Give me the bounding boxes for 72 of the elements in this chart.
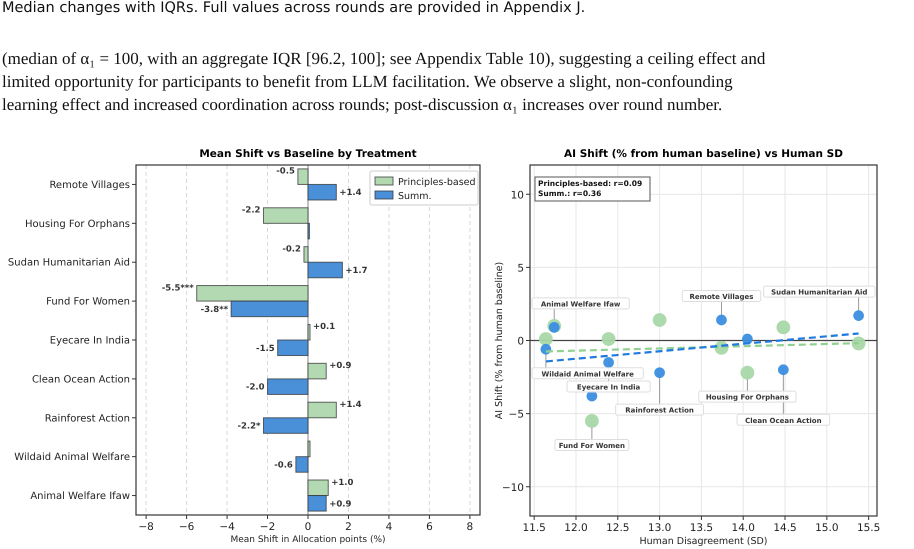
x-tick-label: 12.0 <box>564 522 588 534</box>
data-label: +1.7 <box>345 266 368 276</box>
data-label: -2.2* <box>237 422 262 432</box>
x-tick-label: 11.5 <box>522 522 546 534</box>
y-tick-label: −5 <box>508 408 524 421</box>
data-label: -0.5 <box>276 166 295 177</box>
point <box>853 310 864 321</box>
y-tick-label: −10 <box>502 482 524 494</box>
y-tick-label: 5 <box>517 262 524 274</box>
x-tick-label: 13.5 <box>690 522 714 534</box>
chart-title: Mean Shift vs Baseline by Treatment <box>199 148 417 160</box>
point <box>602 332 616 346</box>
x-tick-label: −2 <box>260 521 276 533</box>
x-tick-label: 2 <box>345 521 352 533</box>
y-tick-label: 0 <box>517 336 524 348</box>
data-label: +0.9 <box>329 361 352 372</box>
point <box>548 322 560 333</box>
point <box>716 314 727 326</box>
y-tick-label: Housing For Orphans <box>25 218 130 230</box>
chart-title: AI Shift (% from human baseline) vs Human SD <box>564 148 844 160</box>
point <box>852 336 866 350</box>
y-tick-label: Eyecare In India <box>50 336 130 346</box>
x-tick-label: 13.0 <box>648 522 672 534</box>
legend-label: Summ. <box>398 191 432 202</box>
x-axis-title: Mean Shift in Allocation points (%) <box>230 535 386 545</box>
y-tick-label: Rainforest Action <box>44 413 130 424</box>
data-label: +1.0 <box>331 478 354 488</box>
data-label: -1.5 <box>256 344 275 354</box>
x-tick-label: −6 <box>178 521 195 533</box>
data-label: -0.2 <box>282 244 302 254</box>
y-tick-label: Clean Ocean Action <box>32 374 130 386</box>
y-tick-label: Fund For Women <box>46 296 130 308</box>
point <box>654 367 665 378</box>
y-axis-title: AI Shift (% from human baseline) <box>494 262 505 420</box>
x-tick-label: 14.5 <box>773 522 797 534</box>
point <box>776 320 790 334</box>
text: learning effect and increased coordination across rounds; post-discussion α₁ increases over round number. <box>2 95 722 114</box>
data-label: -2.0 <box>246 382 265 393</box>
text: limited opportunity for participants to benefit from LLM facilitation. We observe a slight, non-confounding <box>2 72 734 91</box>
data-label: -0.6 <box>274 460 293 470</box>
point <box>603 357 614 368</box>
y-tick-label: 10 <box>510 189 524 202</box>
x-tick-label: −4 <box>219 521 236 533</box>
data-label: +1.4 <box>339 400 362 410</box>
point <box>652 313 667 327</box>
point <box>778 364 789 376</box>
y-tick-label: Sudan Humanitarian Aid <box>8 258 130 269</box>
legend-label: Principles-based <box>398 177 476 188</box>
x-tick-label: 14.0 <box>732 522 755 534</box>
x-tick-label: 8 <box>466 521 474 533</box>
point <box>740 366 754 380</box>
x-tick-label: 6 <box>426 521 434 533</box>
x-tick-label: 15.0 <box>815 522 839 534</box>
x-tick-label: 4 <box>386 521 393 533</box>
data-label: -3.8** <box>200 304 229 315</box>
data-label: +0.9 <box>329 499 352 510</box>
data-label: -5.5*** <box>162 283 194 294</box>
y-tick-label: Animal Welfare Ifaw <box>30 491 130 502</box>
point <box>538 332 553 346</box>
text: (median of α₁ = 100, with an aggregate IQR [96.2, 100]; see Appendix Table 10), suggesting a ceiling effect and <box>2 49 766 68</box>
data-label: +0.1 <box>313 322 336 332</box>
x-tick-label: 15.5 <box>856 522 880 534</box>
y-tick-label: Wildaid Animal Welfare <box>14 452 130 464</box>
point <box>584 414 599 428</box>
x-tick-label: 12.5 <box>606 522 630 534</box>
x-tick-label: 0 <box>304 521 312 533</box>
data-label: -2.2 <box>242 206 261 216</box>
data-label: +1.4 <box>339 188 362 198</box>
text: Median changes with IQRs. Full values across rounds are provided in Appendix J. <box>2 0 586 16</box>
x-axis-title: Human Disagreement (SD) <box>639 536 768 547</box>
y-tick-label: Remote Villages <box>49 180 130 191</box>
x-tick-label: −8 <box>138 521 154 533</box>
